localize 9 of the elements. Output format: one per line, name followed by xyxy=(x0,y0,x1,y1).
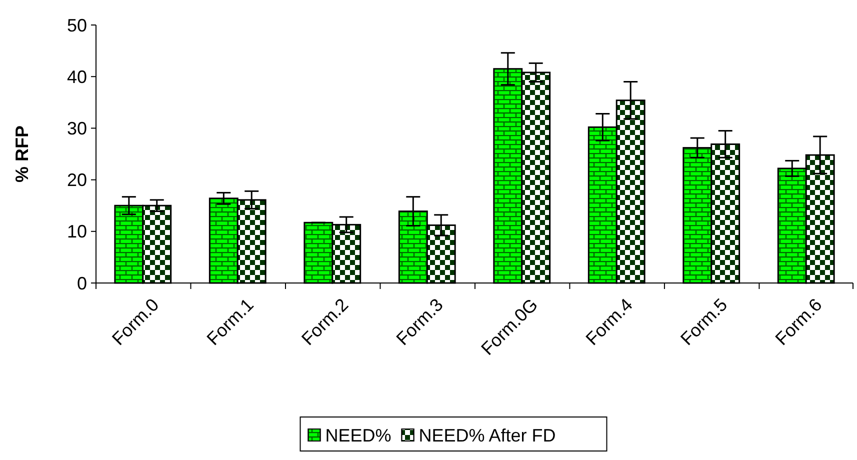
legend-label: NEED% After FD xyxy=(418,425,556,446)
y-tick-label: 30 xyxy=(66,118,87,138)
y-tick-label: 20 xyxy=(66,170,87,190)
y-tick-label: 40 xyxy=(66,66,87,87)
y-axis-title: % RFP xyxy=(12,125,32,183)
y-tick-label: 0 xyxy=(76,273,87,294)
y-tick-label: 50 xyxy=(66,15,87,36)
y-tick-label: 10 xyxy=(66,222,87,242)
legend-label: NEED% xyxy=(325,425,392,446)
